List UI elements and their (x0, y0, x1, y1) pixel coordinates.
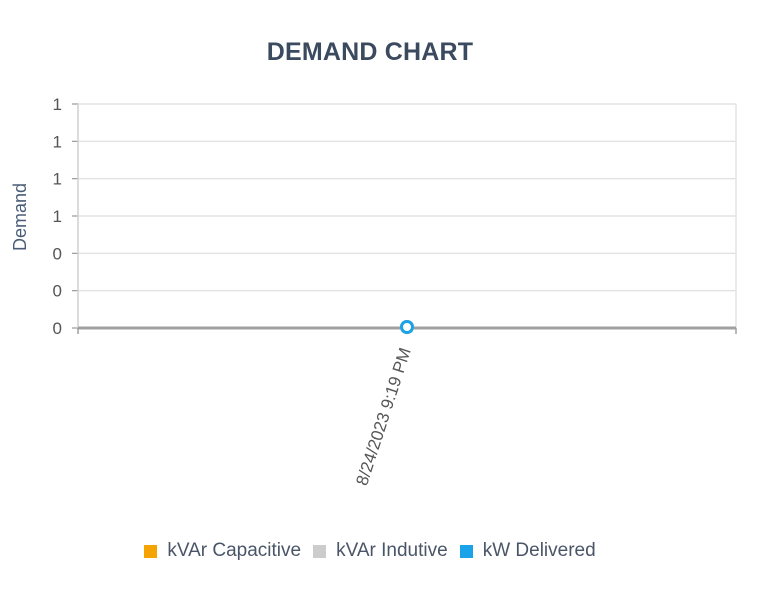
x-tick-label: 8/24/2023 9:19 PM (352, 345, 414, 488)
legend-item[interactable]: kVAr Capacitive (144, 540, 301, 562)
legend-label: kVAr Indutive (336, 540, 448, 561)
y-axis-label: Demand (10, 183, 30, 251)
legend-label: kW Delivered (482, 540, 596, 561)
legend-swatch (459, 544, 473, 558)
chart-legend: kVAr Capacitive kVAr Indutive kW Delivered (0, 540, 740, 562)
y-tick-label: 0 (53, 282, 62, 301)
y-tick-label: 1 (53, 207, 62, 226)
legend-swatch (144, 544, 158, 558)
x-axis-ticks: 8/24/2023 9:19 PM (352, 345, 414, 488)
axes (77, 104, 737, 334)
y-tick-label: 0 (53, 244, 62, 263)
y-tick-label: 1 (53, 170, 62, 189)
y-tick-label: 1 (53, 95, 62, 114)
legend-swatch (313, 544, 327, 558)
y-axis-ticks: 0 0 0 1 1 1 1 (53, 95, 78, 338)
series-marks (400, 320, 414, 334)
legend-label: kVAr Capacitive (167, 540, 302, 561)
data-point[interactable] (400, 320, 414, 334)
legend-item[interactable]: kW Delivered (459, 540, 596, 562)
y-tick-label: 0 (53, 319, 62, 338)
legend-item[interactable]: kVAr Indutive (313, 540, 448, 562)
chart-title: DEMAND CHART (266, 38, 474, 66)
y-tick-label: 1 (53, 132, 62, 151)
grid-lines (78, 103, 736, 292)
